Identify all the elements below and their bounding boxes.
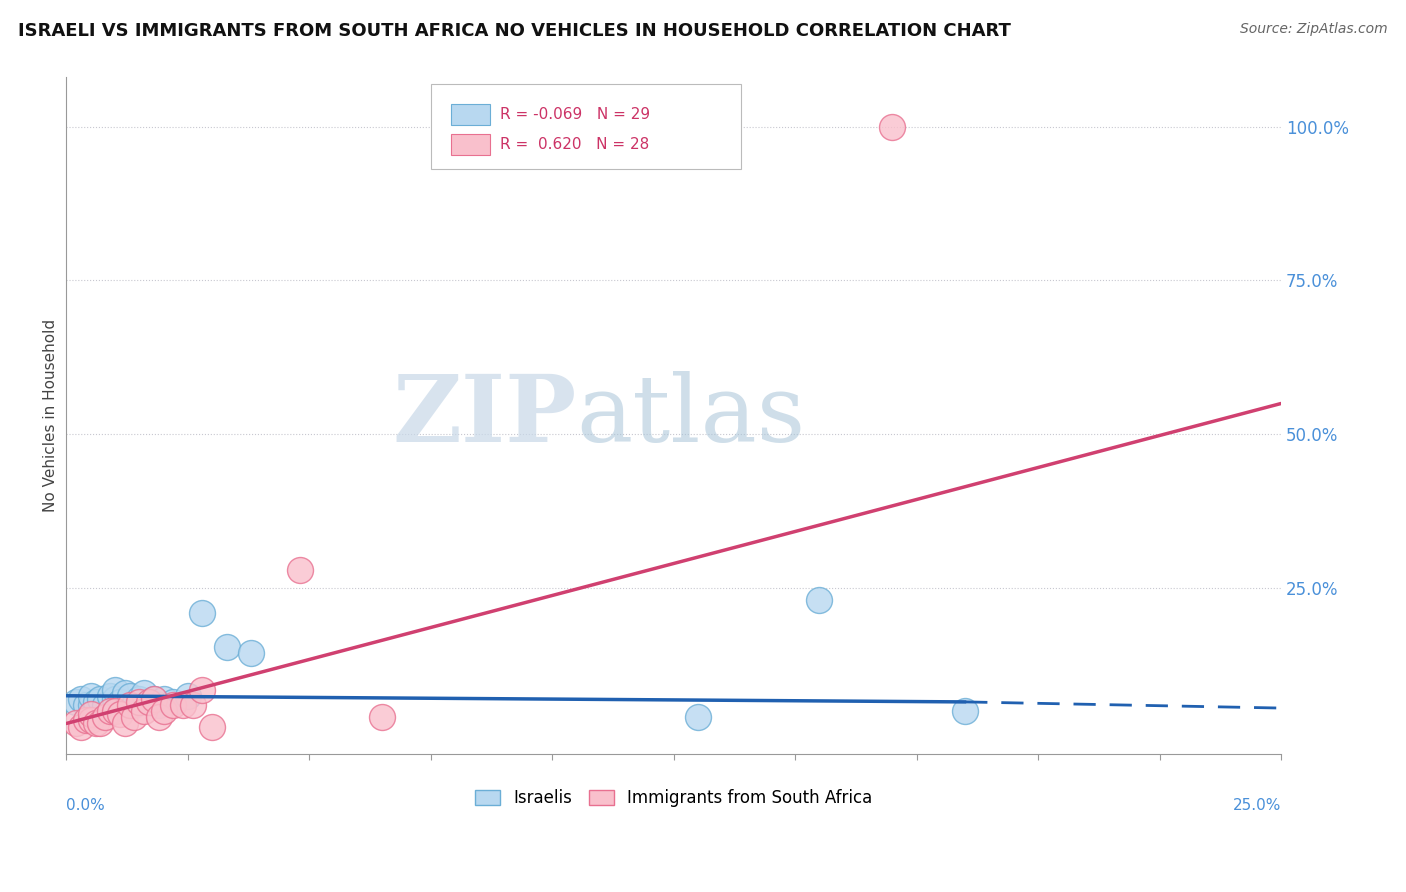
Point xyxy=(108,695,131,709)
FancyBboxPatch shape xyxy=(430,84,741,169)
Point xyxy=(177,689,200,703)
FancyBboxPatch shape xyxy=(451,134,491,155)
Text: atlas: atlas xyxy=(576,371,806,461)
Point xyxy=(89,691,111,706)
Point xyxy=(148,710,170,724)
Text: R = -0.069   N = 29: R = -0.069 N = 29 xyxy=(501,107,650,122)
Point xyxy=(172,698,194,712)
Point xyxy=(114,716,136,731)
Point xyxy=(288,563,311,577)
Point xyxy=(98,689,121,703)
Point xyxy=(215,640,238,654)
Point xyxy=(104,691,127,706)
Point xyxy=(128,695,150,709)
Point xyxy=(128,691,150,706)
Text: ZIP: ZIP xyxy=(392,371,576,461)
Point xyxy=(152,691,174,706)
Point xyxy=(70,719,93,733)
Point xyxy=(882,120,904,134)
Point xyxy=(118,689,141,703)
Point xyxy=(114,686,136,700)
Point xyxy=(134,704,156,718)
Point xyxy=(142,691,165,706)
Legend: Israelis, Immigrants from South Africa: Israelis, Immigrants from South Africa xyxy=(468,782,879,814)
Point xyxy=(191,682,214,697)
Point xyxy=(94,710,117,724)
Y-axis label: No Vehicles in Household: No Vehicles in Household xyxy=(44,319,58,512)
Point xyxy=(80,698,103,712)
Point xyxy=(98,704,121,718)
Point xyxy=(808,593,831,607)
FancyBboxPatch shape xyxy=(451,103,491,126)
Point xyxy=(148,698,170,712)
Text: 25.0%: 25.0% xyxy=(1233,798,1281,814)
Point xyxy=(124,698,146,712)
Point xyxy=(65,695,87,709)
Point xyxy=(108,707,131,722)
Point xyxy=(75,698,97,712)
Point xyxy=(162,695,184,709)
Point xyxy=(240,646,263,660)
Text: R =  0.620   N = 28: R = 0.620 N = 28 xyxy=(501,137,650,152)
Point xyxy=(138,695,160,709)
Point xyxy=(201,719,224,733)
Point xyxy=(118,698,141,712)
Point xyxy=(686,710,709,724)
Point xyxy=(84,695,107,709)
Point xyxy=(84,716,107,731)
Point xyxy=(953,704,976,718)
Point xyxy=(80,707,103,722)
Point xyxy=(65,716,87,731)
Point xyxy=(134,686,156,700)
Point xyxy=(94,698,117,712)
Point xyxy=(80,714,103,728)
Point xyxy=(152,704,174,718)
Text: Source: ZipAtlas.com: Source: ZipAtlas.com xyxy=(1240,22,1388,37)
Point xyxy=(371,710,394,724)
Point xyxy=(75,714,97,728)
Point xyxy=(70,691,93,706)
Point xyxy=(104,682,127,697)
Point xyxy=(80,689,103,703)
Text: 0.0%: 0.0% xyxy=(66,798,105,814)
Point xyxy=(191,606,214,620)
Point xyxy=(138,695,160,709)
Point xyxy=(181,698,204,712)
Point xyxy=(104,704,127,718)
Point xyxy=(89,716,111,731)
Text: ISRAELI VS IMMIGRANTS FROM SOUTH AFRICA NO VEHICLES IN HOUSEHOLD CORRELATION CHA: ISRAELI VS IMMIGRANTS FROM SOUTH AFRICA … xyxy=(18,22,1011,40)
Point xyxy=(142,691,165,706)
Point xyxy=(124,710,146,724)
Point xyxy=(162,698,184,712)
